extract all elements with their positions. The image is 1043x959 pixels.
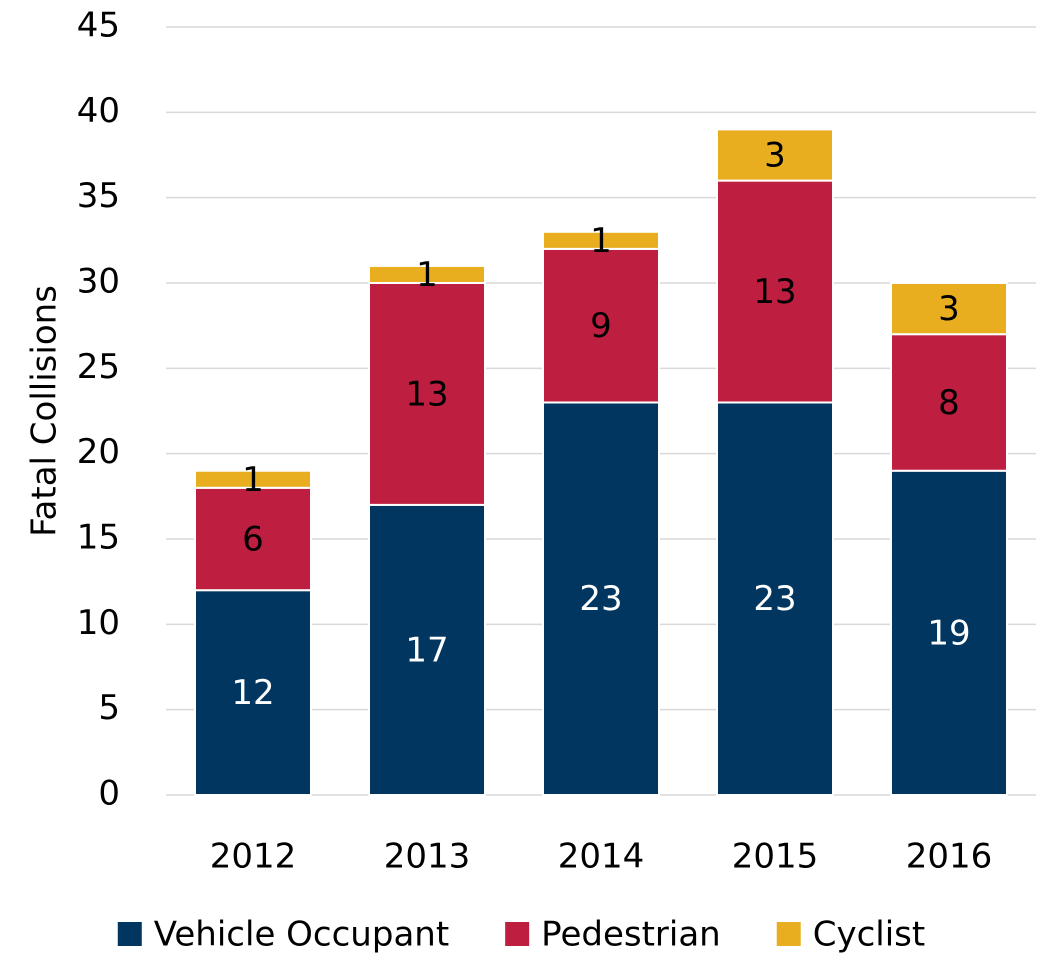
y-tick-label: 30 [77, 262, 120, 302]
data-label: 23 [579, 579, 622, 619]
bar-segment [542, 230, 660, 250]
data-label: 13 [753, 272, 796, 312]
x-tick-label: 2012 [210, 837, 297, 877]
x-tick-label: 2013 [384, 837, 471, 877]
bar-segment [368, 264, 486, 284]
y-tick-label: 25 [77, 347, 120, 387]
data-label: 1 [590, 221, 612, 261]
legend-label: Vehicle Occupant [154, 915, 449, 955]
y-tick-label: 20 [77, 432, 120, 472]
data-label: 23 [753, 579, 796, 619]
data-label: 13 [405, 374, 448, 414]
legend-swatch [505, 922, 530, 946]
bar-segment [542, 247, 660, 404]
y-axis-label: Fatal Collisions [25, 285, 65, 537]
y-tick-label: 40 [77, 91, 120, 131]
data-label: 3 [764, 136, 786, 176]
x-tick-label: 2016 [906, 837, 993, 877]
data-label: 9 [590, 306, 612, 346]
y-tick-label: 5 [98, 688, 120, 728]
bar-segment [368, 282, 486, 506]
data-label: 3 [938, 289, 960, 329]
data-label: 12 [231, 673, 274, 713]
bar-segment [542, 401, 660, 796]
legend-swatch [776, 922, 801, 946]
legend-swatch [117, 922, 142, 946]
bar-segment [194, 486, 312, 592]
y-tick-label: 15 [77, 518, 120, 558]
data-label: 17 [405, 630, 448, 670]
data-label: 19 [927, 613, 970, 653]
y-tick-label: 10 [77, 603, 120, 643]
data-label: 1 [416, 255, 438, 295]
bar-segment [716, 401, 834, 796]
x-tick-label: 2014 [558, 837, 645, 877]
data-label: 8 [938, 383, 960, 423]
x-tick-label: 2015 [732, 837, 819, 877]
legend-label: Cyclist [813, 915, 926, 955]
data-label: 1 [242, 460, 264, 500]
y-tick-label: 35 [77, 176, 120, 216]
bar-segment [890, 333, 1008, 472]
bar-segment [890, 282, 1008, 336]
y-tick-label: 45 [77, 6, 120, 46]
legend-label: Pedestrian [541, 915, 721, 955]
bar-segment [368, 503, 486, 796]
bar-segment [194, 469, 312, 489]
bar-segment [716, 179, 834, 404]
data-label: 6 [242, 520, 264, 560]
bar-segment [716, 128, 834, 182]
bar-segment [890, 469, 1008, 796]
y-tick-label: 0 [98, 774, 120, 814]
